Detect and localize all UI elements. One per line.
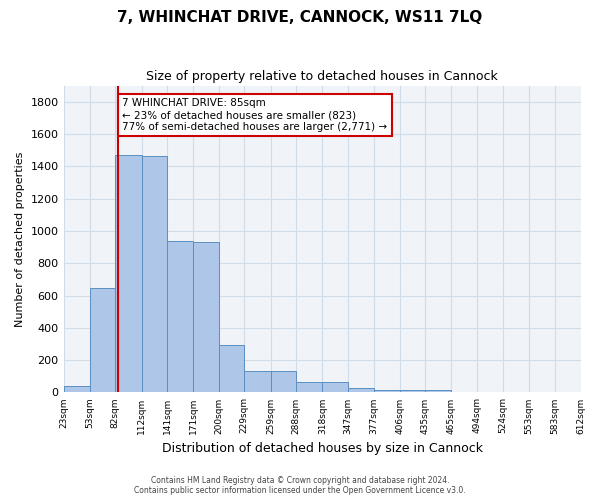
Bar [115,155,142,392]
Bar [322,382,348,392]
Bar [348,388,374,392]
Bar [64,386,90,392]
Text: 7 WHINCHAT DRIVE: 85sqm
← 23% of detached houses are smaller (823)
77% of semi-d: 7 WHINCHAT DRIVE: 85sqm ← 23% of detache… [122,98,388,132]
Text: 7, WHINCHAT DRIVE, CANNOCK, WS11 7LQ: 7, WHINCHAT DRIVE, CANNOCK, WS11 7LQ [118,10,482,25]
X-axis label: Distribution of detached houses by size in Cannock: Distribution of detached houses by size … [161,442,482,455]
Bar [142,156,167,392]
Text: Contains HM Land Registry data © Crown copyright and database right 2024.
Contai: Contains HM Land Registry data © Crown c… [134,476,466,495]
Bar [374,390,400,392]
Title: Size of property relative to detached houses in Cannock: Size of property relative to detached ho… [146,70,498,83]
Bar [271,372,296,392]
Bar [219,345,244,393]
Bar [296,382,322,392]
Bar [90,288,115,393]
Bar [244,371,271,392]
Bar [167,242,193,392]
Bar [425,390,451,392]
Bar [193,242,219,392]
Y-axis label: Number of detached properties: Number of detached properties [15,152,25,326]
Bar [400,390,425,392]
